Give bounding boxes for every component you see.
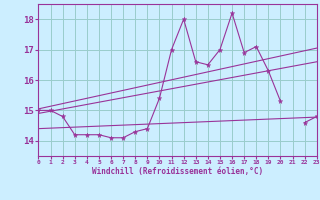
X-axis label: Windchill (Refroidissement éolien,°C): Windchill (Refroidissement éolien,°C) <box>92 167 263 176</box>
